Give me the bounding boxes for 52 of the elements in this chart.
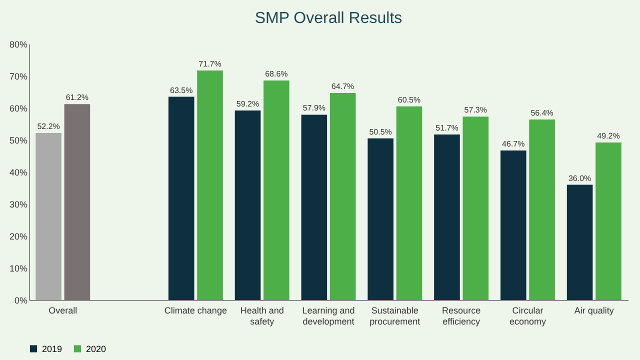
chart-title: SMP Overall Results <box>254 10 402 27</box>
bar <box>596 142 622 300</box>
data-label: 56.4% <box>530 108 554 118</box>
data-label: 60.5% <box>398 95 421 104</box>
bar <box>566 184 593 300</box>
data-label: 50.5% <box>369 127 392 136</box>
data-label: 36.0% <box>568 174 592 183</box>
y-tick-label: 70% <box>9 72 28 82</box>
y-tick-label: 20% <box>9 232 28 242</box>
data-label: 63.5% <box>170 86 193 95</box>
bar <box>168 96 194 300</box>
y-tick-label: 30% <box>9 200 28 210</box>
legend-label: 2020 <box>86 344 106 354</box>
data-label: 52.2% <box>37 122 60 131</box>
bar <box>197 70 223 300</box>
x-tick-label: Climate change <box>164 306 227 316</box>
bar <box>264 80 290 300</box>
data-label: 51.7% <box>436 124 458 133</box>
y-tick-label: 10% <box>9 264 28 274</box>
bar <box>36 132 62 300</box>
bar <box>529 120 555 300</box>
data-label: 49.2% <box>597 132 620 141</box>
bar <box>330 92 356 300</box>
y-tick-label: 50% <box>9 136 28 146</box>
y-tick-label: 0% <box>14 296 28 306</box>
y-tick-label: 80% <box>9 40 28 50</box>
data-label: 61.2% <box>66 93 89 102</box>
bar <box>234 110 261 300</box>
data-label: 46.7% <box>502 140 525 149</box>
x-tick-label: Resource efficiency <box>442 306 481 326</box>
bar <box>64 104 90 300</box>
x-tick-label: Overall <box>48 306 78 316</box>
y-tick-label: 60% <box>9 104 28 114</box>
bar <box>434 134 460 300</box>
x-tick-label: Learning and development <box>302 306 355 326</box>
y-tick-label: 40% <box>9 168 28 178</box>
data-label: 71.7% <box>198 60 222 69</box>
legend-label: 2019 <box>42 344 62 354</box>
x-tick-label: Air quality <box>574 306 614 316</box>
bar <box>368 138 394 300</box>
bar <box>301 114 328 300</box>
data-label: 57.9% <box>302 104 326 113</box>
x-tick-label: Circular economy <box>509 306 546 326</box>
data-label: 59.2% <box>236 100 260 109</box>
bar <box>500 150 526 300</box>
x-tick-label: Health and safety <box>240 306 284 326</box>
data-label: 57.3% <box>464 106 487 115</box>
data-label: 68.6% <box>265 69 288 78</box>
x-tick-label: Sustainable procurement <box>370 306 421 326</box>
data-label: 64.7% <box>331 82 354 91</box>
bar <box>462 116 489 300</box>
bar <box>396 106 422 300</box>
